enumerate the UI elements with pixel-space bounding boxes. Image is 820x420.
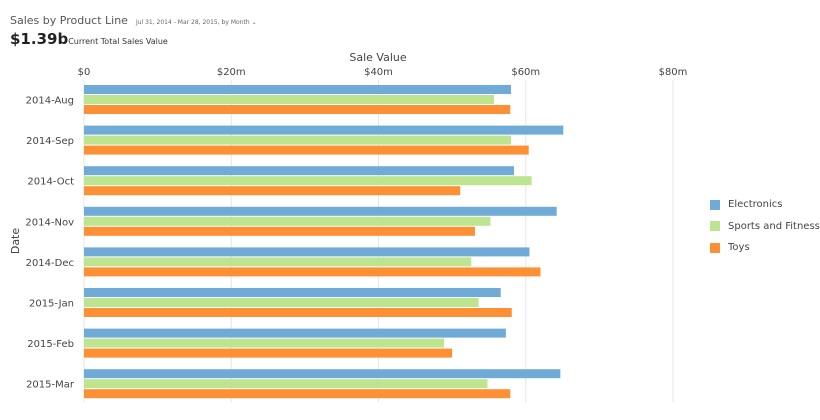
bar-electronics: [84, 288, 501, 297]
bar-sports-and-fitness: [84, 95, 495, 104]
x-tick-label: $0: [78, 67, 91, 78]
x-tick-label: $40m: [364, 67, 393, 78]
bar-toys: [84, 145, 529, 155]
total-summary: $1.39bCurrent Total Sales Value: [10, 30, 168, 48]
legend: Electronics Sports and Fitness Toys: [710, 194, 820, 259]
legend-label: Electronics: [728, 199, 783, 211]
date-range-dropdown[interactable]: Jul 31, 2014 - Mar 28, 2015, by Month ⌄: [135, 19, 257, 26]
bar-toys: [84, 308, 512, 317]
bar-electronics: [84, 166, 514, 176]
bar-sports-and-fitness: [84, 298, 479, 307]
bar-sports-and-fitness: [84, 257, 472, 267]
bar-electronics: [84, 247, 530, 257]
bar-toys: [84, 267, 541, 277]
chevron-down-icon: ⌄: [251, 19, 257, 26]
y-tick-label: 2014-Dec: [26, 258, 74, 269]
bar-sports-and-fitness: [84, 176, 532, 186]
y-tick-label: 2014-Oct: [27, 177, 74, 188]
x-tick-label: $20m: [217, 67, 246, 78]
bar-toys: [84, 226, 475, 236]
bar-toys: [84, 389, 511, 399]
legend-item[interactable]: Sports and Fitness: [710, 216, 820, 238]
x-tick-label: $60m: [511, 67, 540, 78]
bar-electronics: [84, 328, 506, 338]
y-tick-label: 2014-Nov: [25, 217, 74, 228]
legend-label: Toys: [728, 242, 750, 254]
bar-toys: [84, 348, 453, 358]
y-tick-label: 2015-Feb: [27, 339, 74, 350]
y-tick-label: 2015-Jan: [29, 299, 74, 310]
bar-sports-and-fitness: [84, 379, 488, 389]
bar-sports-and-fitness: [84, 216, 491, 226]
legend-swatch: [710, 199, 720, 210]
legend-item[interactable]: Toys: [710, 237, 820, 259]
y-tick-label: 2014-Aug: [26, 96, 74, 107]
x-tick-label: $80m: [659, 67, 688, 78]
bar-toys: [84, 186, 461, 196]
total-value: $1.39b: [10, 30, 69, 48]
legend-swatch: [710, 242, 720, 253]
legend-item[interactable]: Electronics: [710, 194, 820, 216]
y-tick-label: 2014-Sep: [26, 136, 74, 147]
bar-sports-and-fitness: [84, 135, 512, 145]
legend-label: Sports and Fitness: [728, 220, 820, 232]
bar-electronics: [84, 369, 561, 379]
bar-electronics: [84, 206, 557, 216]
y-tick-label: 2015-Mar: [26, 380, 75, 391]
x-axis-label: Sale Value: [349, 51, 406, 64]
chart-title: Sales by Product Line Jul 31, 2014 - Mar …: [10, 14, 257, 27]
bar-electronics: [84, 125, 564, 135]
y-axis-label: Date: [9, 228, 22, 255]
legend-swatch: [710, 221, 720, 232]
bar-sports-and-fitness: [84, 338, 445, 348]
total-label: Current Total Sales Value: [68, 37, 168, 46]
bar-toys: [84, 105, 511, 114]
bar-electronics: [84, 85, 512, 94]
